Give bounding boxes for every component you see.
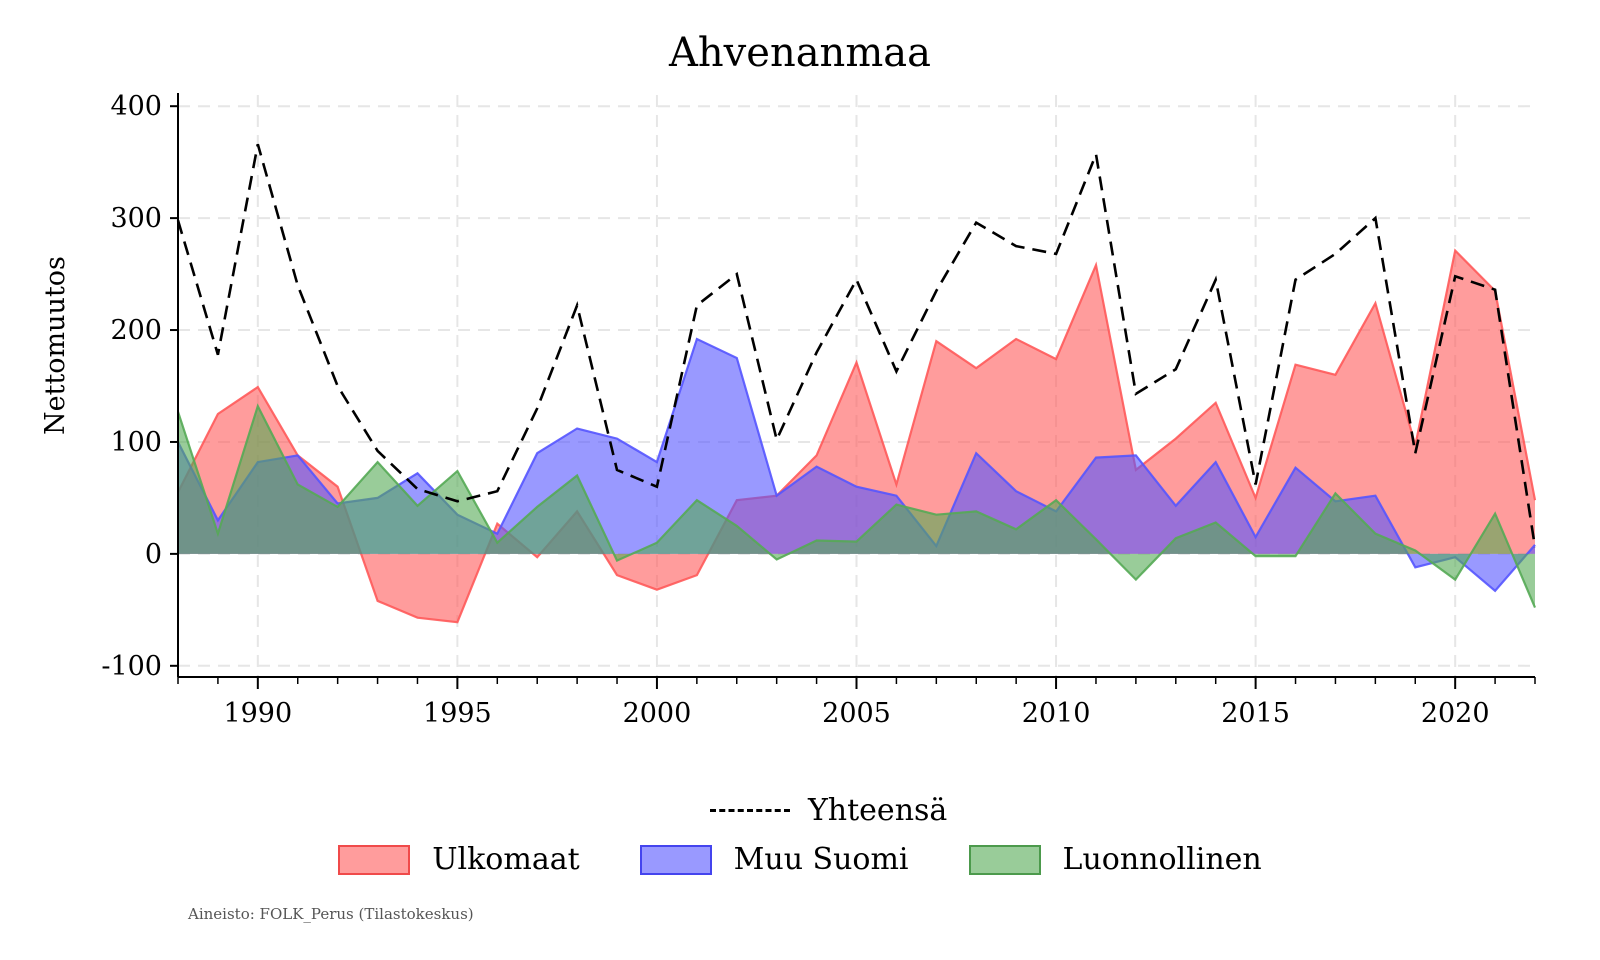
source-note: Aineisto: FOLK_Perus (Tilastokeskus): [188, 905, 474, 923]
x-tick-label: 2005: [822, 698, 891, 729]
legend-item-ulkomaat: Ulkomaat: [338, 842, 580, 877]
y-tick-label: 100: [110, 427, 162, 458]
legend-label-luonnollinen: Luonnollinen: [1062, 842, 1262, 877]
y-tick-label: 300: [110, 203, 162, 234]
line-yhteensa: [176, 143, 1537, 548]
x-tick-label: 2010: [1022, 698, 1091, 729]
legend-label-total: Yhteensä: [808, 792, 948, 828]
chart-title: Ahvenanmaa: [669, 30, 931, 76]
legend-label-ulkomaat: Ulkomaat: [432, 842, 580, 877]
y-tick-label: -100: [101, 651, 162, 682]
line-series: [176, 143, 1537, 548]
axes: -100 0 100 200 300 400 1990 1995 2000 2005 2010 201…: [101, 91, 1536, 729]
x-tick-label: 1990: [223, 698, 292, 729]
x-tick-label: 1995: [423, 698, 492, 729]
legend-dash-marker: [710, 808, 790, 812]
x-tick-label: 2020: [1421, 698, 1490, 729]
area-outline-ulkomaat: [177, 248, 1537, 624]
area-series: [176, 248, 1537, 624]
area-luonnollinen: [178, 406, 1535, 608]
x-tick-label: 2015: [1221, 698, 1290, 729]
area-outline-muu-suomi: [177, 337, 1536, 593]
legend-item-muu-suomi: Muu Suomi: [639, 842, 909, 877]
legend-swatch-luonnollinen: [968, 844, 1041, 875]
y-tick-label: 200: [110, 315, 162, 346]
y-tick-label: 0: [145, 539, 162, 570]
legend: Ulkomaat Muu Suomi Luonnollinen: [0, 842, 1600, 877]
legend-total: Yhteensä: [710, 792, 948, 828]
area-outline-luonnollinen: [176, 403, 1537, 609]
legend-swatch-ulkomaat: [338, 844, 411, 875]
x-tick-label: 2000: [623, 698, 692, 729]
legend-label-muu-suomi: Muu Suomi: [733, 842, 909, 877]
legend-item-luonnollinen: Luonnollinen: [968, 842, 1262, 877]
y-tick-label: 400: [110, 91, 162, 122]
legend-swatch-muu-suomi: [639, 844, 712, 875]
